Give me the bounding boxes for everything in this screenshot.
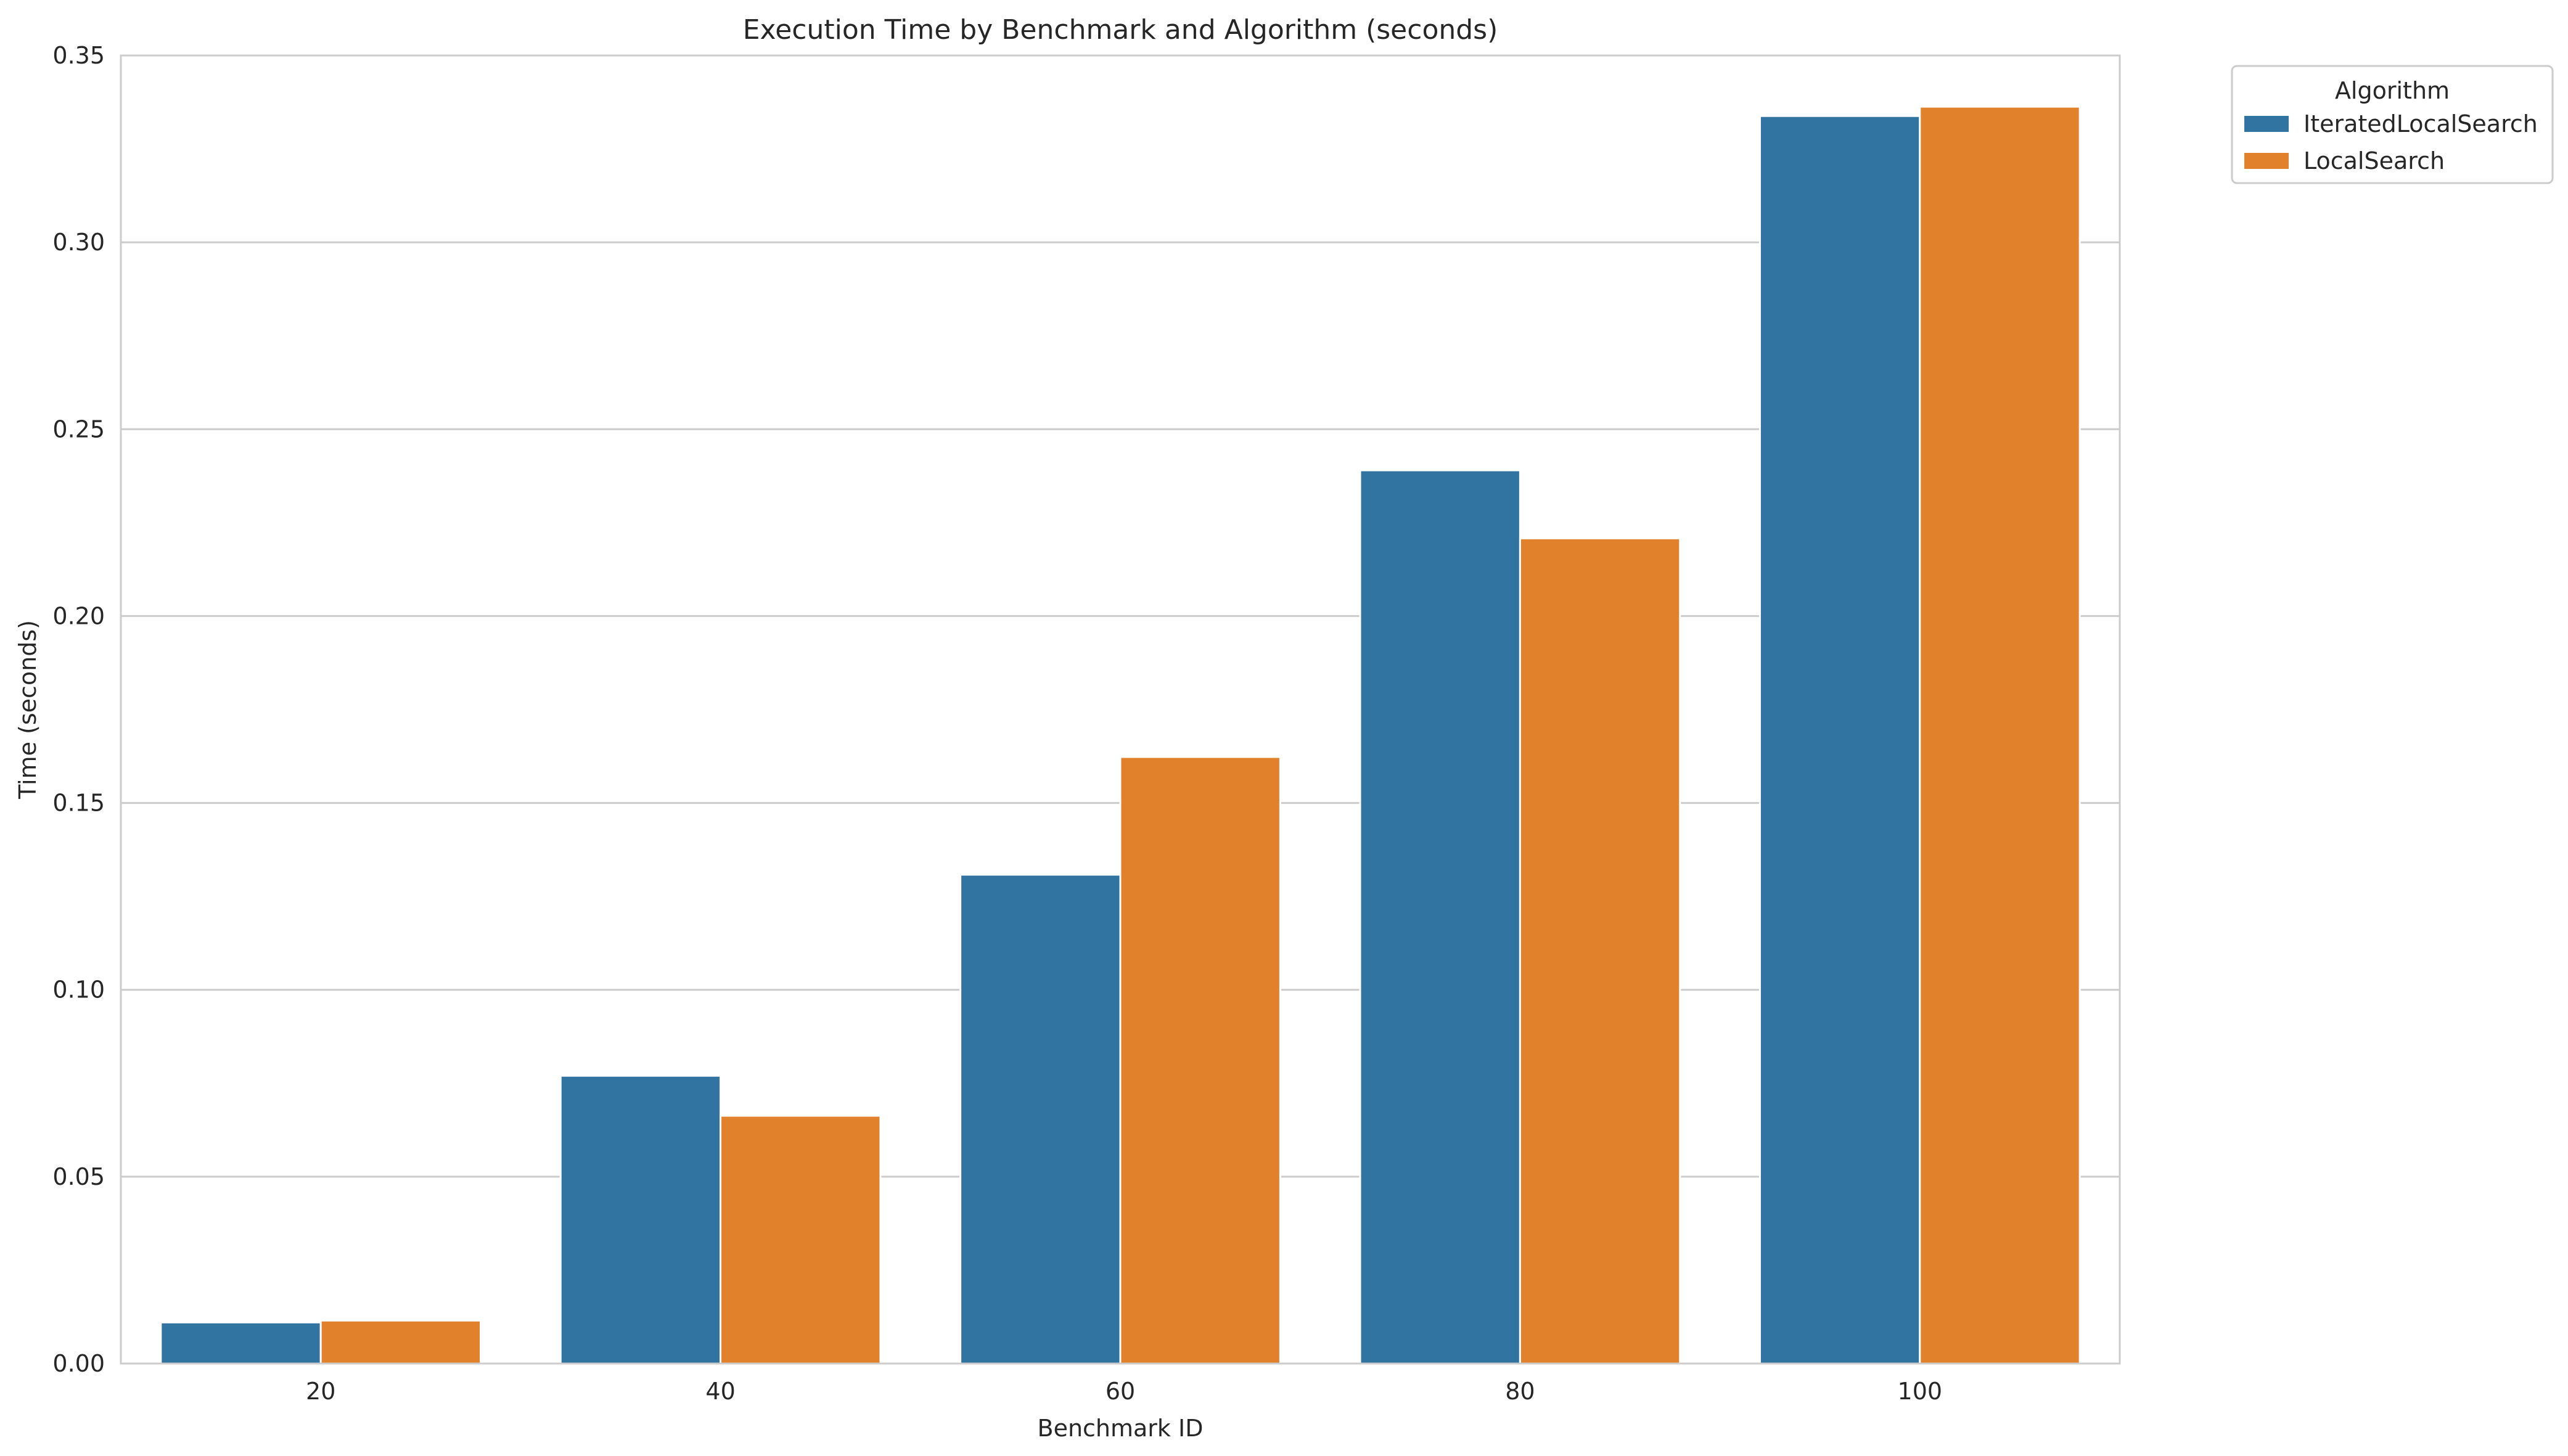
- bar-iteratedlocalsearch-20: [160, 1321, 322, 1365]
- bars: [160, 105, 2081, 1365]
- bar-localsearch-100: [1919, 105, 2081, 1365]
- bar-iteratedlocalsearch-60: [959, 873, 1122, 1365]
- y-tick-label: 0.35: [52, 42, 105, 69]
- y-tick-labels: 0.00 0.05 0.10 0.15 0.20 0.25 0.30 0.35: [52, 42, 105, 1377]
- legend-swatch-localsearch: [2244, 153, 2289, 169]
- bar-localsearch-60: [1119, 756, 1281, 1365]
- x-tick-label: 80: [1505, 1378, 1535, 1405]
- y-tick-label: 0.05: [52, 1163, 105, 1190]
- y-tick-label: 0.30: [52, 229, 105, 256]
- legend-label-localsearch: LocalSearch: [2303, 147, 2445, 174]
- bar-localsearch-80: [1519, 537, 1681, 1365]
- bar-iteratedlocalsearch-80: [1359, 469, 1521, 1365]
- legend-title: Algorithm: [2335, 77, 2450, 104]
- chart-title: Execution Time by Benchmark and Algorith…: [743, 14, 1498, 46]
- legend-label-iteratedlocalsearch: IteratedLocalSearch: [2303, 110, 2538, 137]
- y-tick-label: 0.10: [52, 976, 105, 1004]
- legend: Algorithm IteratedLocalSearch LocalSearc…: [2231, 65, 2554, 184]
- bar-localsearch-20: [319, 1319, 482, 1365]
- bar-iteratedlocalsearch-40: [559, 1074, 722, 1365]
- x-tick-label: 40: [705, 1378, 735, 1405]
- legend-swatch-iteratedlocalsearch: [2244, 116, 2289, 132]
- x-axis-label: Benchmark ID: [1038, 1415, 1204, 1442]
- y-tick-label: 0.00: [52, 1350, 105, 1377]
- y-tick-label: 0.15: [52, 790, 105, 817]
- x-tick-labels: 20 40 60 80 100: [306, 1378, 1942, 1405]
- bar-localsearch-40: [720, 1114, 882, 1365]
- legend-frame: [2231, 65, 2554, 184]
- bar-iteratedlocalsearch-100: [1758, 115, 1921, 1365]
- y-tick-label: 0.25: [52, 415, 105, 443]
- y-axis-label: Time (seconds): [14, 620, 41, 800]
- x-tick-label: 60: [1106, 1378, 1135, 1405]
- plot-frame: [120, 54, 2121, 1365]
- y-tick-label: 0.20: [52, 602, 105, 629]
- x-tick-label: 100: [1898, 1378, 1943, 1405]
- x-tick-label: 20: [306, 1378, 335, 1405]
